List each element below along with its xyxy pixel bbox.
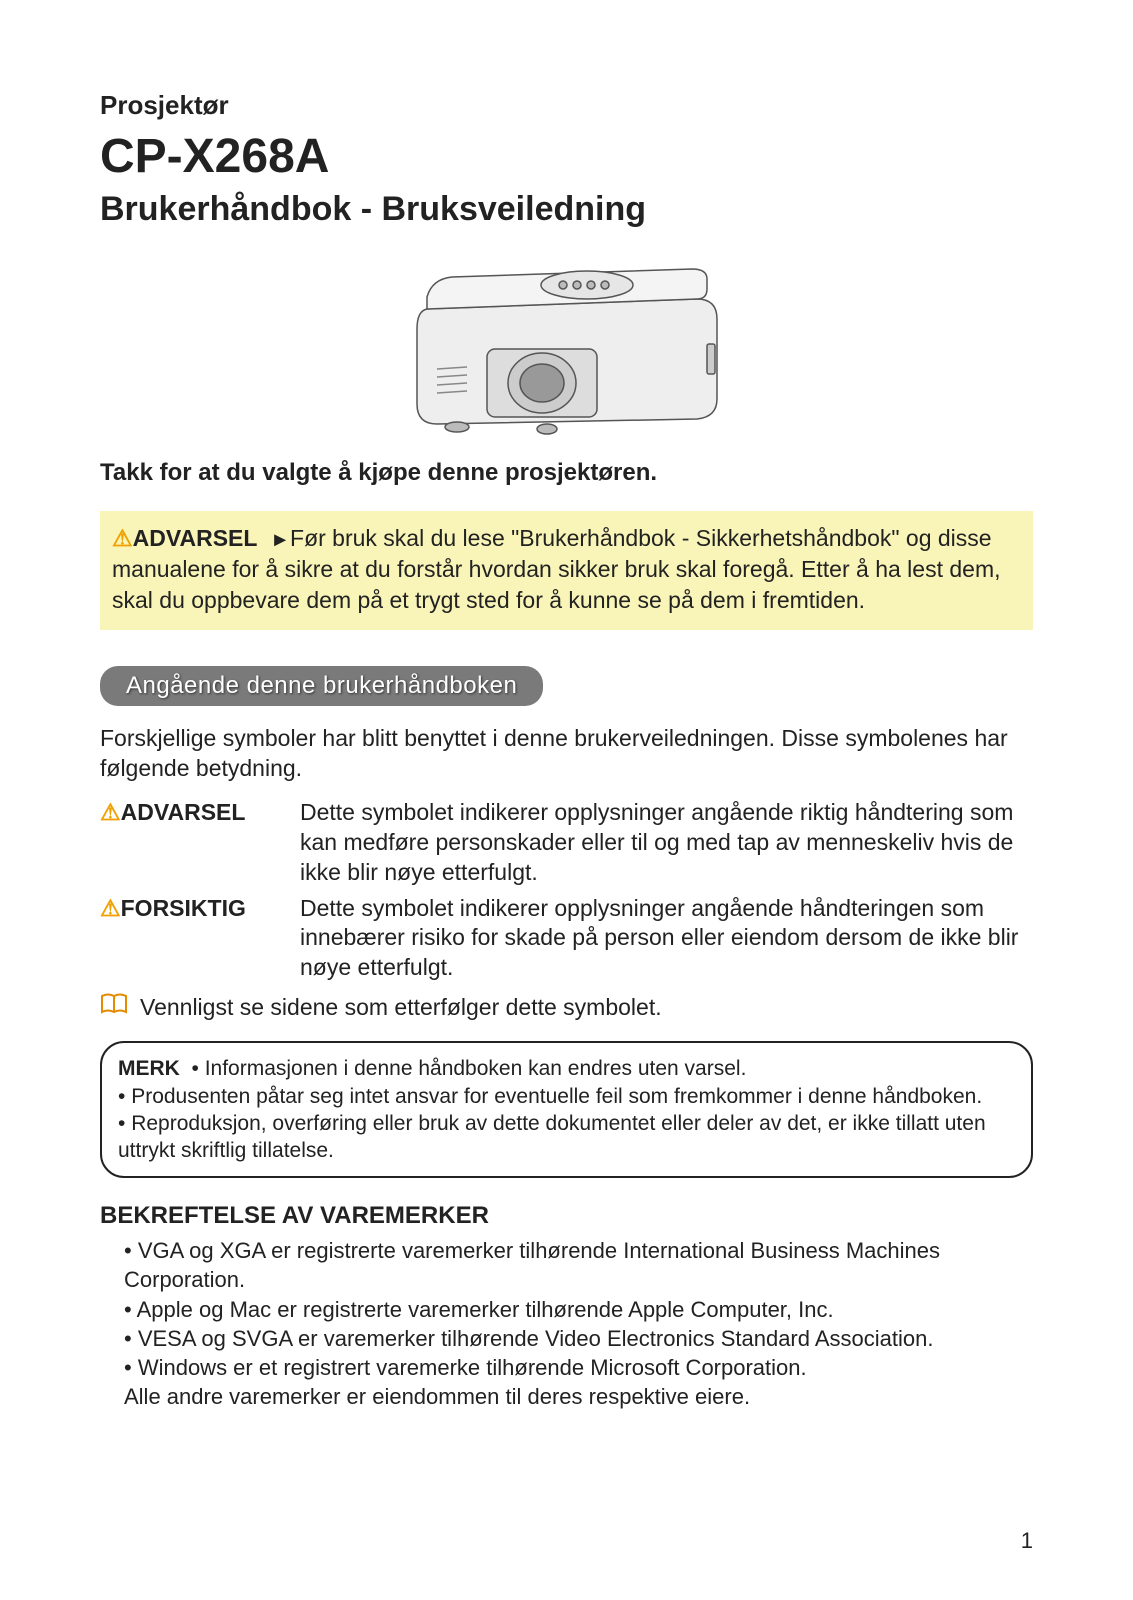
note-bullet: Reproduksjon, overføring eller bruk av d… [118, 1112, 986, 1162]
trademark-bullet: VGA og XGA er registrerte varemerker til… [124, 1238, 940, 1292]
symbol-label: FORSIKTIG [121, 895, 246, 921]
projector-illustration [397, 249, 737, 439]
trademark-bullet: Apple og Mac er registrerte varemerker t… [137, 1297, 834, 1322]
thanks-line: Takk for at du valgte å kjøpe denne pros… [100, 459, 1033, 487]
trademark-bullet: VESA og SVGA er varemerker tilhørende Vi… [138, 1326, 934, 1351]
warning-triangle-icon: ⚠ [100, 799, 121, 825]
trademark-closing: Alle andre varemerker er eiendommen til … [124, 1384, 750, 1409]
symbol-text: Dette symbolet indikerer opplysninger an… [300, 894, 1033, 984]
symbol-row-advarsel: ⚠ADVARSEL Dette symbolet indikerer opply… [100, 798, 1033, 888]
book-row-text: Vennligst se sidene som etterfølger dett… [140, 994, 662, 1021]
note-box: MERK • Informasjonen i denne håndboken k… [100, 1041, 1033, 1178]
note-bullet: Informasjonen i denne håndboken kan endr… [205, 1057, 747, 1080]
warning-label: ADVARSEL [133, 525, 258, 551]
warning-triangle-icon: ⚠ [100, 895, 121, 921]
trademarks-body: • VGA og XGA er registrerte varemerker t… [100, 1236, 1033, 1410]
section-intro: Forskjellige symboler har blitt benyttet… [100, 724, 1033, 784]
section-pill: Angående denne brukerhåndboken [100, 666, 543, 706]
note-label: MERK [118, 1057, 180, 1080]
trademark-bullet: Windows er et registrert varemerke tilhø… [138, 1355, 807, 1380]
trademarks-title: BEKREFTELSE AV VAREMERKER [100, 1202, 1033, 1230]
note-bullet: Produsenten påtar seg intet ansvar for e… [131, 1085, 982, 1108]
page-number: 1 [1021, 1528, 1033, 1554]
symbol-row-forsiktig: ⚠FORSIKTIG Dette symbolet indikerer oppl… [100, 894, 1033, 984]
doc-pretitle: Prosjektør [100, 90, 1033, 121]
doc-subtitle: Brukerhåndbok - Bruksveiledning [100, 190, 1033, 229]
warning-callout: ⚠ADVARSEL ►Før bruk skal du lese "Bruker… [100, 511, 1033, 630]
arrow-icon: ► [270, 529, 290, 551]
book-row: Vennligst se sidene som etterfølger dett… [100, 993, 1033, 1021]
symbol-text: Dette symbolet indikerer opplysninger an… [300, 798, 1033, 888]
book-icon [100, 993, 140, 1021]
doc-title: CP-X268A [100, 129, 1033, 184]
warning-triangle-icon: ⚠ [112, 525, 133, 551]
symbol-label: ADVARSEL [121, 799, 246, 825]
